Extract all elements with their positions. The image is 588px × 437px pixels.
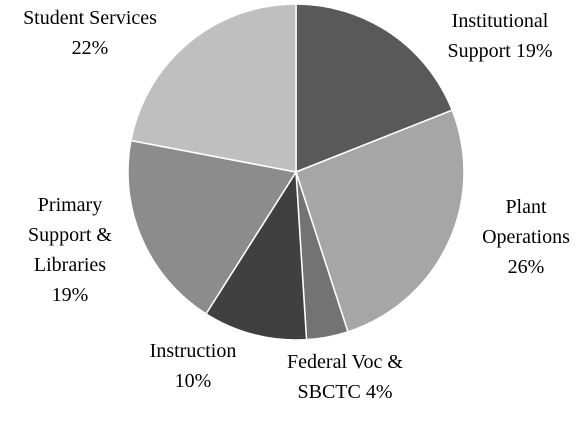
category-label: Primary Support & Libraries — [28, 194, 112, 276]
pie-slice — [295, 3, 454, 174]
pie-slice — [130, 3, 297, 173]
slice-label: Plant Operations 26% — [468, 192, 584, 282]
category-label: Plant Operations — [482, 196, 570, 248]
slice-label: Institutional Support 19% — [420, 6, 580, 66]
slice-label: Primary Support & Libraries 19% — [20, 190, 120, 310]
category-label: Instruction — [149, 340, 237, 362]
value-label: 19% — [515, 40, 553, 62]
category-label: Student Services — [23, 7, 157, 29]
value-label: 22% — [71, 37, 109, 59]
pie-slice — [127, 139, 298, 315]
slice-label: Student Services 22% — [20, 3, 160, 63]
category-label: Federal Voc & SBCTC — [287, 351, 403, 403]
value-label: 10% — [174, 370, 212, 392]
value-label: 19% — [51, 284, 89, 306]
value-label: 26% — [507, 256, 545, 278]
slice-label: Instruction 10% — [133, 336, 253, 396]
pie-slice — [295, 109, 465, 333]
value-label: 4% — [365, 381, 393, 403]
slice-label: Federal Voc & SBCTC 4% — [280, 347, 410, 407]
pie-slice — [204, 169, 308, 341]
category-label: Institutional Support — [447, 10, 549, 62]
